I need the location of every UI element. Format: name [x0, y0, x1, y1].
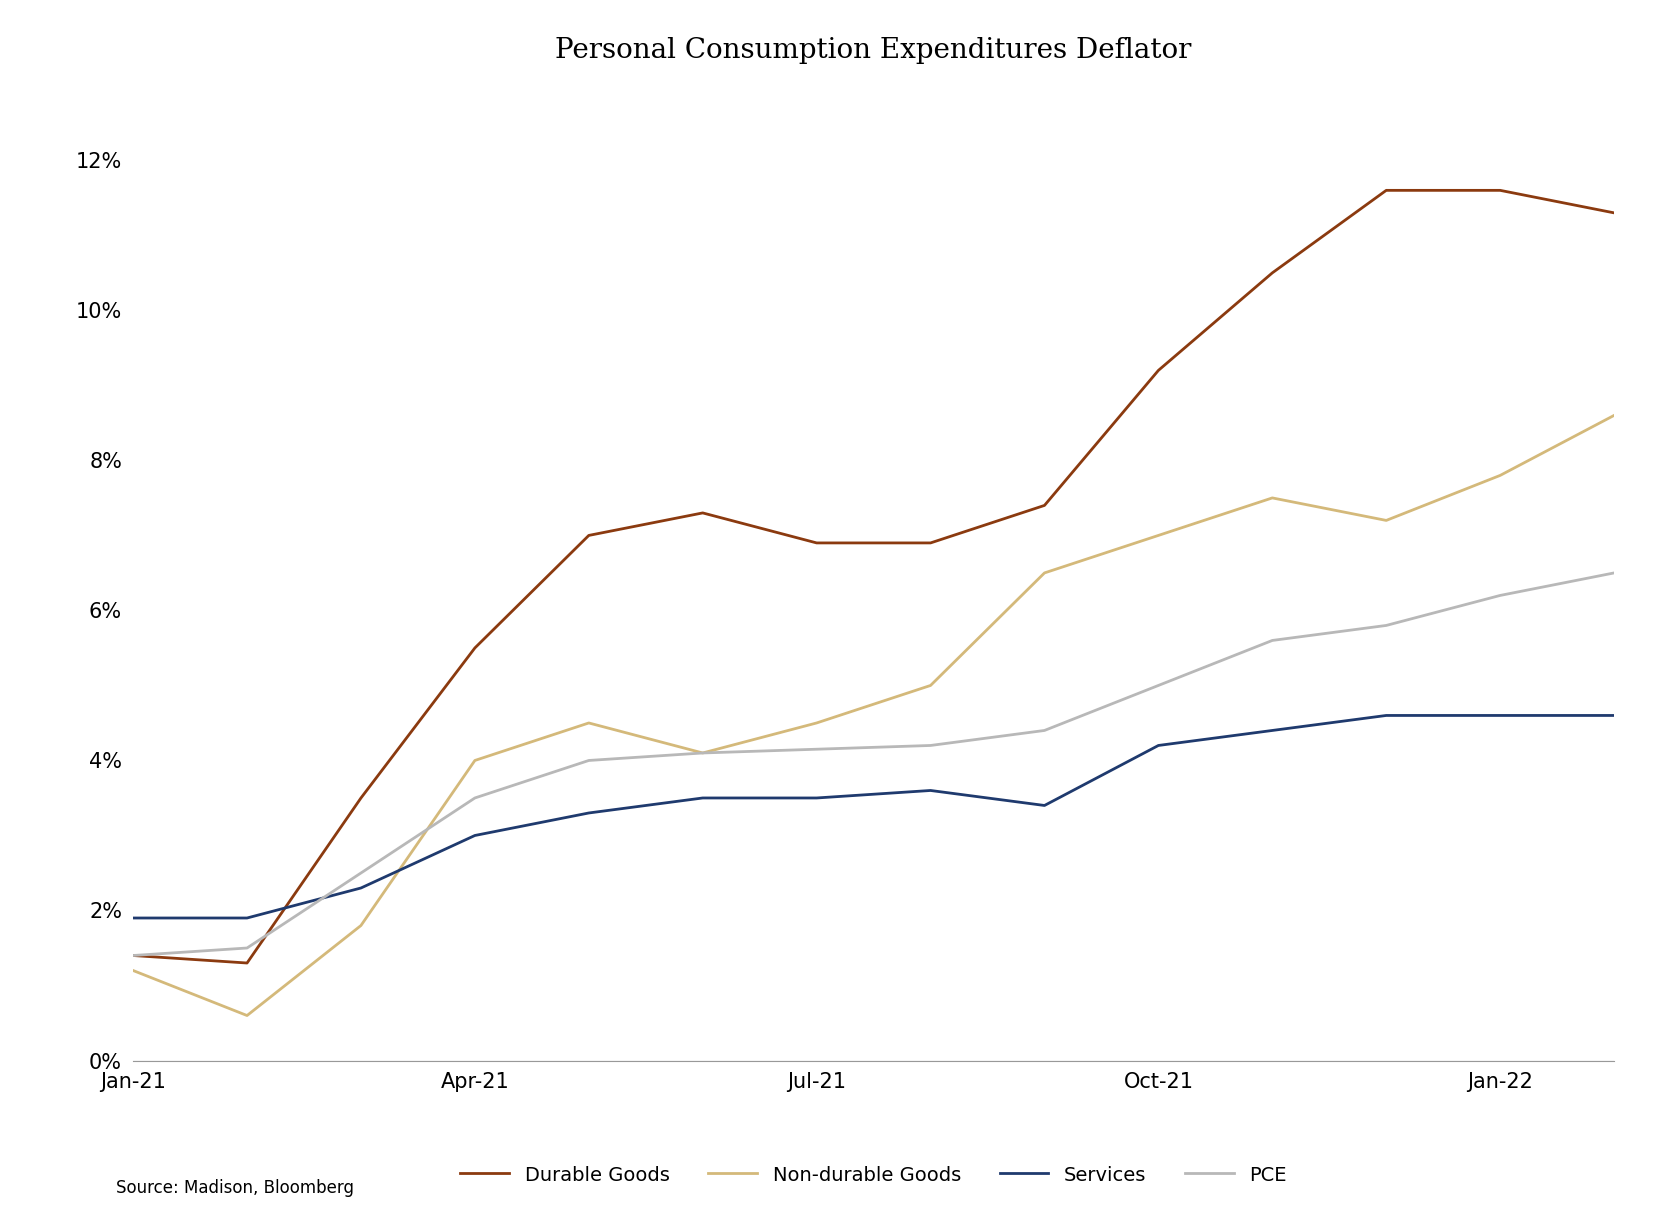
Services	[920, 783, 940, 797]
Durable Goods	[123, 948, 143, 963]
Line: Services: Services	[133, 716, 1614, 918]
Line: Durable Goods: Durable Goods	[133, 190, 1614, 963]
PCE	[579, 753, 599, 768]
Non-durable Goods	[1148, 528, 1168, 542]
Services	[1035, 798, 1055, 813]
PCE	[1263, 633, 1283, 647]
Services	[1263, 723, 1283, 737]
Services	[351, 880, 371, 895]
Title: Personal Consumption Expenditures Deflator: Personal Consumption Expenditures Deflat…	[556, 37, 1191, 63]
Services	[1376, 708, 1396, 723]
PCE	[123, 948, 143, 963]
Durable Goods	[920, 535, 940, 550]
Non-durable Goods	[920, 678, 940, 692]
Durable Goods	[1376, 183, 1396, 197]
Durable Goods	[1491, 183, 1511, 197]
Non-durable Goods	[1263, 490, 1283, 505]
Durable Goods	[1604, 206, 1624, 221]
Durable Goods	[351, 791, 371, 806]
Services	[692, 791, 712, 806]
Durable Goods	[236, 956, 256, 970]
Non-durable Goods	[236, 1008, 256, 1023]
Durable Goods	[579, 528, 599, 542]
Durable Goods	[1263, 266, 1283, 280]
PCE	[1604, 566, 1624, 580]
Line: PCE: PCE	[133, 573, 1614, 956]
Non-durable Goods	[1604, 408, 1624, 423]
Legend: Durable Goods, Non-durable Goods, Services, PCE: Durable Goods, Non-durable Goods, Servic…	[453, 1158, 1295, 1193]
Line: Non-durable Goods: Non-durable Goods	[133, 416, 1614, 1015]
Durable Goods	[1035, 499, 1055, 513]
Non-durable Goods	[579, 716, 599, 730]
PCE	[692, 746, 712, 761]
Non-durable Goods	[351, 918, 371, 933]
Services	[236, 911, 256, 925]
PCE	[351, 865, 371, 880]
Non-durable Goods	[123, 963, 143, 978]
Services	[807, 791, 827, 806]
Services	[1491, 708, 1511, 723]
PCE	[920, 739, 940, 753]
PCE	[1148, 678, 1168, 692]
Durable Goods	[692, 506, 712, 521]
Non-durable Goods	[1491, 468, 1511, 483]
Non-durable Goods	[1035, 566, 1055, 580]
Services	[123, 911, 143, 925]
Durable Goods	[1148, 363, 1168, 378]
Services	[1604, 708, 1624, 723]
PCE	[1035, 723, 1055, 737]
Non-durable Goods	[692, 746, 712, 761]
Non-durable Goods	[807, 716, 827, 730]
Text: Source: Madison, Bloomberg: Source: Madison, Bloomberg	[116, 1179, 354, 1197]
Non-durable Goods	[464, 753, 484, 768]
Durable Goods	[807, 535, 827, 550]
PCE	[464, 791, 484, 806]
PCE	[1491, 588, 1511, 602]
PCE	[1376, 618, 1396, 633]
Services	[579, 806, 599, 820]
PCE	[236, 941, 256, 956]
Services	[1148, 739, 1168, 753]
Durable Goods	[464, 641, 484, 656]
Non-durable Goods	[1376, 513, 1396, 528]
Services	[464, 828, 484, 842]
PCE	[807, 742, 827, 757]
